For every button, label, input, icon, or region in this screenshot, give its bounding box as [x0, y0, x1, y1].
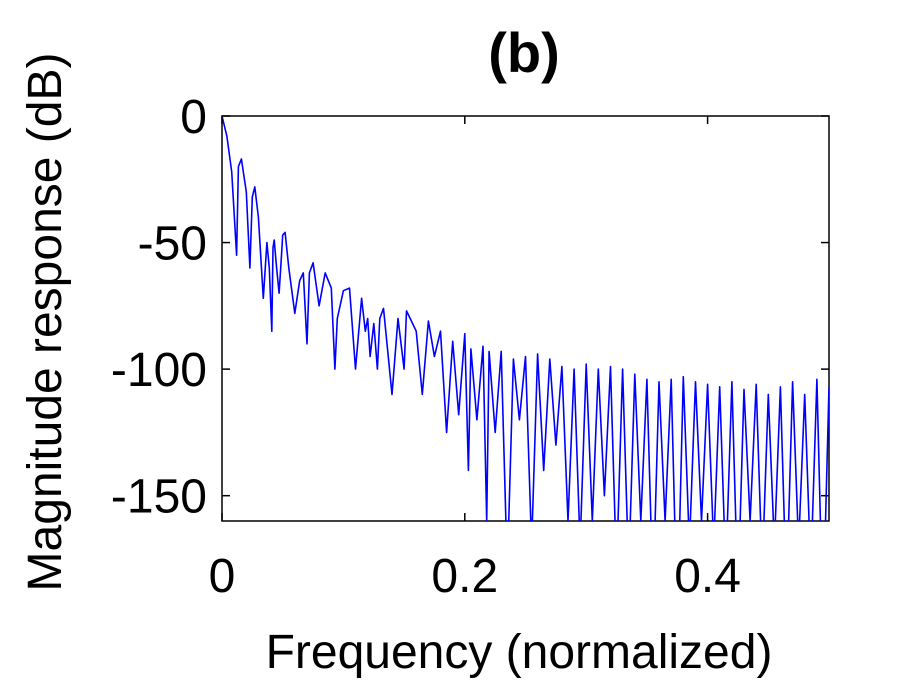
series-layer	[222, 116, 829, 521]
y-tick-label: -100	[111, 344, 207, 397]
plot-frame	[221, 115, 830, 522]
x-axis-label: Frequency (normalized)	[266, 626, 773, 679]
y-tick-label: 0	[180, 91, 207, 144]
series-line-0	[222, 116, 829, 521]
y-axis-label: Magnitude response (dB)	[19, 53, 72, 592]
x-tick-label: 0	[209, 550, 236, 603]
chart-title: (b)	[488, 21, 560, 84]
x-tick-label: 0.2	[431, 550, 498, 603]
y-tick-label: -150	[111, 471, 207, 524]
x-tick-label: 0.4	[674, 550, 741, 603]
tick-layer: 0 0.2 0.4 0 -50 -100 -150	[111, 91, 829, 603]
y-tick-label: -50	[138, 218, 207, 271]
